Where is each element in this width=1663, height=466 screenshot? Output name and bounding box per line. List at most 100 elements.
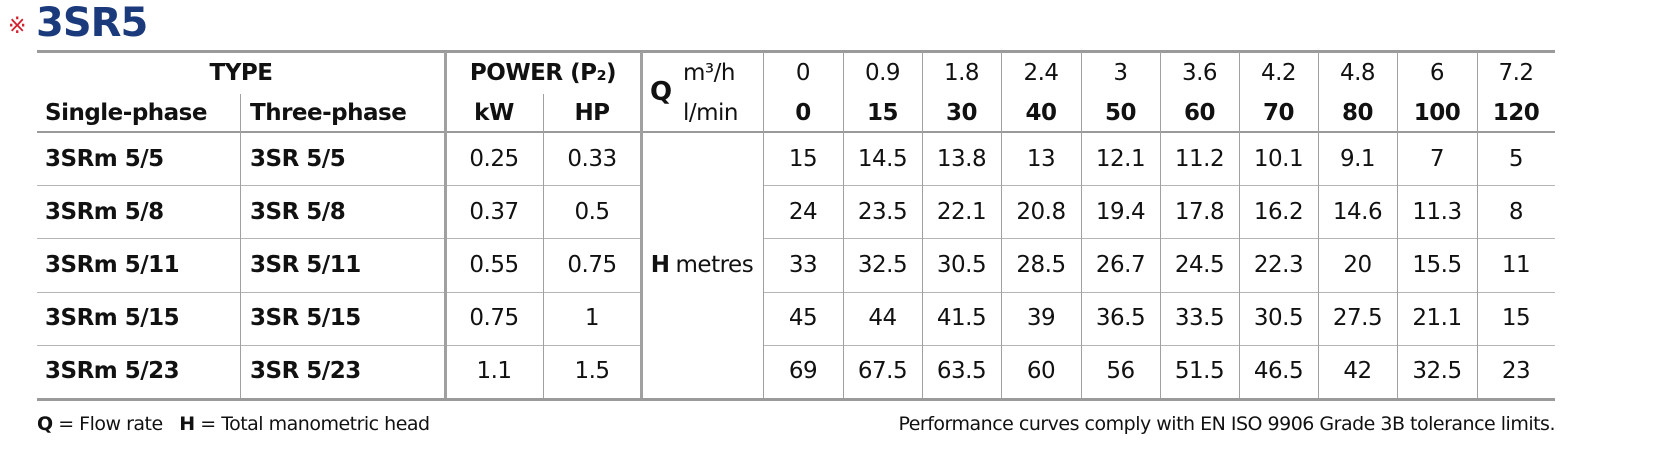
rule bbox=[763, 52, 764, 398]
head-value: 63.5 bbox=[936, 358, 987, 385]
q-header: Q bbox=[650, 77, 672, 107]
head-value: 39 bbox=[1026, 305, 1056, 332]
flow-m3h: 0.9 bbox=[864, 60, 901, 86]
head-value: 69 bbox=[788, 358, 818, 385]
power-hp: 1 bbox=[584, 305, 600, 332]
head-value: 24.5 bbox=[1174, 251, 1225, 278]
footer-h: H bbox=[179, 413, 195, 435]
head-value: 32.5 bbox=[857, 251, 908, 278]
head-value: 33.5 bbox=[1174, 305, 1225, 332]
head-value: 46.5 bbox=[1253, 358, 1304, 385]
flow-lmin: 70 bbox=[1262, 100, 1295, 126]
single-phase-model: 3SRm 5/11 bbox=[45, 251, 180, 278]
head-value: 14.5 bbox=[857, 145, 908, 172]
head-value: 44 bbox=[868, 305, 897, 332]
flow-m3h: 6 bbox=[1429, 60, 1445, 86]
head-value: 5 bbox=[1508, 145, 1524, 172]
footer-q: Q bbox=[37, 413, 53, 435]
single-phase-model: 3SRm 5/15 bbox=[45, 305, 180, 332]
three-phase-model: 3SR 5/5 bbox=[250, 145, 346, 172]
footer-h-text: = Total manometric head bbox=[200, 413, 430, 435]
rule bbox=[37, 50, 1555, 53]
head-value: 12.1 bbox=[1095, 145, 1146, 172]
rule bbox=[37, 185, 641, 187]
flow-m3h: 3.6 bbox=[1181, 60, 1218, 86]
flow-lmin: 120 bbox=[1492, 100, 1540, 126]
rule bbox=[640, 52, 643, 398]
rule bbox=[763, 291, 1555, 293]
rule bbox=[1160, 52, 1161, 398]
head-value: 7 bbox=[1429, 145, 1445, 172]
rule bbox=[444, 52, 447, 398]
power-kw: 0.55 bbox=[469, 251, 519, 278]
head-value: 13.8 bbox=[936, 145, 987, 172]
footer-note: Performance curves comply with EN ISO 99… bbox=[898, 413, 1555, 435]
flow-lmin: 50 bbox=[1104, 100, 1137, 126]
h-unit: metres bbox=[675, 252, 754, 278]
head-value: 19.4 bbox=[1095, 198, 1146, 225]
head-value: 27.5 bbox=[1332, 305, 1383, 332]
head-value: 56 bbox=[1106, 358, 1135, 385]
rule bbox=[37, 238, 641, 240]
head-value: 24 bbox=[788, 198, 818, 225]
rule bbox=[763, 185, 1555, 187]
rule bbox=[843, 52, 844, 398]
head-value: 15.5 bbox=[1412, 251, 1462, 278]
flow-lmin: 15 bbox=[866, 100, 899, 126]
flow-lmin: 30 bbox=[945, 100, 978, 126]
single-phase-model: 3SRm 5/23 bbox=[45, 358, 180, 385]
flow-m3h: 3 bbox=[1113, 60, 1128, 86]
rule bbox=[240, 94, 241, 398]
footer-legend: Q = Flow rate H = Total manometric head bbox=[37, 410, 430, 438]
head-value: 67.5 bbox=[857, 358, 908, 385]
three-phase-model: 3SR 5/11 bbox=[250, 251, 361, 278]
head-value: 21.1 bbox=[1412, 305, 1462, 332]
rule bbox=[37, 398, 1555, 401]
three-phase-model: 3SR 5/23 bbox=[250, 358, 361, 385]
power-kw: 0.75 bbox=[469, 305, 519, 332]
head-value: 42 bbox=[1343, 358, 1372, 385]
head-value: 8 bbox=[1508, 198, 1524, 225]
rule bbox=[37, 344, 641, 346]
head-value: 9.1 bbox=[1339, 145, 1376, 172]
flow-m3h: 4.2 bbox=[1260, 60, 1297, 86]
footer-q-text: = Flow rate bbox=[58, 413, 163, 435]
single-phase-model: 3SRm 5/8 bbox=[45, 198, 164, 225]
rule bbox=[763, 238, 1555, 240]
flow-lmin: 0 bbox=[795, 100, 811, 126]
head-value: 36.5 bbox=[1095, 305, 1146, 332]
head-value: 14.6 bbox=[1332, 198, 1383, 225]
power-hp: 1.5 bbox=[574, 358, 610, 385]
m3h-unit: m³/h bbox=[683, 60, 735, 86]
single-phase-header: Single-phase bbox=[45, 100, 207, 126]
rule bbox=[37, 131, 1555, 133]
head-value: 28.5 bbox=[1016, 251, 1066, 278]
power-hp: 0.75 bbox=[567, 251, 617, 278]
head-value: 10.1 bbox=[1253, 145, 1304, 172]
three-phase-header: Three-phase bbox=[250, 100, 407, 126]
power-hp: 0.33 bbox=[567, 145, 617, 172]
rule bbox=[1397, 52, 1398, 398]
head-value: 23.5 bbox=[857, 198, 908, 225]
rule bbox=[543, 94, 544, 398]
rule bbox=[1081, 52, 1082, 398]
head-value: 30.5 bbox=[1253, 305, 1304, 332]
power-kw: 0.25 bbox=[469, 145, 519, 172]
flow-lmin: 40 bbox=[1025, 100, 1057, 126]
flow-m3h: 0 bbox=[795, 60, 811, 86]
head-value: 45 bbox=[788, 305, 818, 332]
head-value: 17.8 bbox=[1174, 198, 1225, 225]
flow-m3h: 4.8 bbox=[1339, 60, 1376, 86]
head-value: 20 bbox=[1343, 251, 1372, 278]
single-phase-model: 3SRm 5/5 bbox=[45, 145, 164, 172]
rule bbox=[1239, 52, 1240, 398]
head-value: 15 bbox=[788, 145, 818, 172]
flow-lmin: 80 bbox=[1341, 100, 1374, 126]
head-value: 23 bbox=[1501, 358, 1531, 385]
head-value: 41.5 bbox=[936, 305, 987, 332]
hp-header: HP bbox=[574, 100, 610, 126]
rule bbox=[37, 291, 641, 293]
three-phase-model: 3SR 5/15 bbox=[250, 305, 361, 332]
